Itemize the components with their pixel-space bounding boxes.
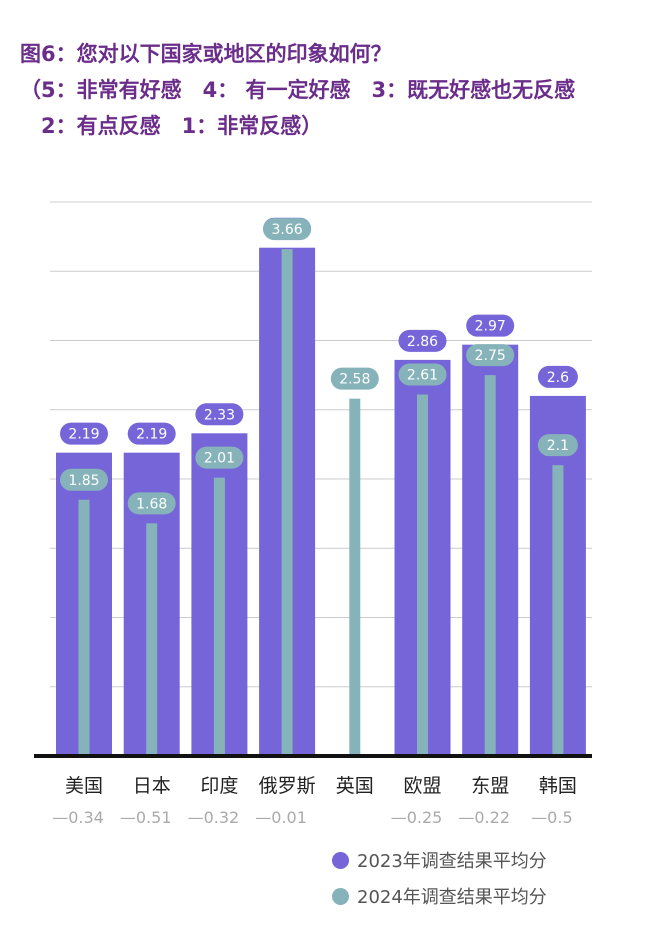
legend-item-2024: 2024年调查结果平均分: [332, 878, 547, 914]
value-label-2024-bg: [60, 468, 108, 491]
category-label: 印度: [200, 775, 238, 797]
value-label-2023: 2.97: [475, 319, 506, 335]
category-label: 俄罗斯: [259, 775, 316, 797]
chart-title: 图6：您对以下国家或地区的印象如何？ （5：非常有好感 4： 有一定好感 3：既…: [20, 36, 650, 144]
difference-label: —0.32: [188, 808, 240, 827]
value-label-2024: 2.01: [204, 451, 235, 467]
legend-label-2023: 2023年调查结果平均分: [357, 851, 547, 872]
category-label: 东盟: [471, 775, 509, 797]
value-label-2024-bg: [398, 363, 447, 386]
value-label-2023-bg: [60, 422, 108, 445]
value-label-2023-bg: [195, 403, 244, 426]
legend-swatch-2023: [332, 851, 349, 869]
difference-label: —0.51: [120, 808, 172, 827]
bar-2024: [78, 499, 90, 756]
category-label: 美国: [65, 775, 103, 797]
category-label: 欧盟: [403, 775, 441, 797]
difference-label: —0.01: [255, 808, 307, 827]
value-label-2023: 2.19: [136, 427, 167, 443]
value-label-2024-bg: [127, 492, 176, 515]
value-label-2023-bg: [466, 314, 515, 337]
value-label-2024: 3.66: [272, 222, 303, 238]
category-label: 日本: [133, 775, 171, 797]
title-line-3: 2：有点反感 1：非常反感）: [20, 114, 323, 138]
value-label-2024: 2.61: [407, 368, 438, 384]
bar-chart: 2.19 1.85 美国 —0.34 2.19 1.68 日本 —0.51 2.33 2.01 印度…: [34, 201, 592, 827]
value-label-2023-bg: [537, 365, 578, 388]
difference-label: —0.5: [531, 808, 572, 827]
bar-2024: [552, 465, 564, 756]
bar-2024: [213, 477, 225, 756]
difference-label: —0.34: [52, 808, 104, 827]
value-label-2024: 1.68: [136, 496, 167, 512]
value-label-2023-bg: [127, 422, 176, 445]
bar-2024: [349, 398, 361, 756]
value-label-2023: 2.86: [407, 334, 438, 350]
category-label: 韩国: [539, 775, 577, 797]
value-label-2023: 2.6: [547, 370, 569, 386]
category-label: 英国: [336, 775, 374, 797]
value-label-2024-bg: [330, 367, 379, 390]
value-label-2024-bg: [466, 344, 515, 367]
value-label-2023: 2.19: [68, 427, 99, 443]
value-label-2024-bg: [195, 446, 244, 469]
bar-2024: [146, 523, 158, 756]
value-label-2024-bg: [537, 434, 578, 457]
bar-2024: [484, 375, 496, 756]
title-line-2: （5：非常有好感 4： 有一定好感 3：既无好感也无反感: [20, 78, 576, 102]
bar-2024: [417, 394, 428, 756]
value-label-2024: 1.85: [68, 473, 99, 489]
value-label-2023: 2.33: [204, 407, 235, 423]
legend-swatch-2024: [332, 887, 349, 905]
bar-2024: [281, 249, 293, 756]
difference-label: —0.25: [391, 808, 443, 827]
legend: 2023年调查结果平均分 2024年调查结果平均分: [332, 842, 547, 914]
value-label-2024: 2.58: [339, 372, 370, 388]
difference-label: —0.22: [458, 808, 510, 827]
value-label-2024-bg: [263, 218, 312, 241]
value-label-2024: 2.1: [547, 438, 569, 454]
title-line-1: 图6：您对以下国家或地区的印象如何？: [20, 42, 392, 66]
value-label-2024: 2.75: [475, 348, 506, 364]
value-label-2023-bg: [398, 329, 447, 352]
legend-item-2023: 2023年调查结果平均分: [332, 842, 547, 878]
legend-label-2024: 2024年调查结果平均分: [357, 887, 547, 908]
